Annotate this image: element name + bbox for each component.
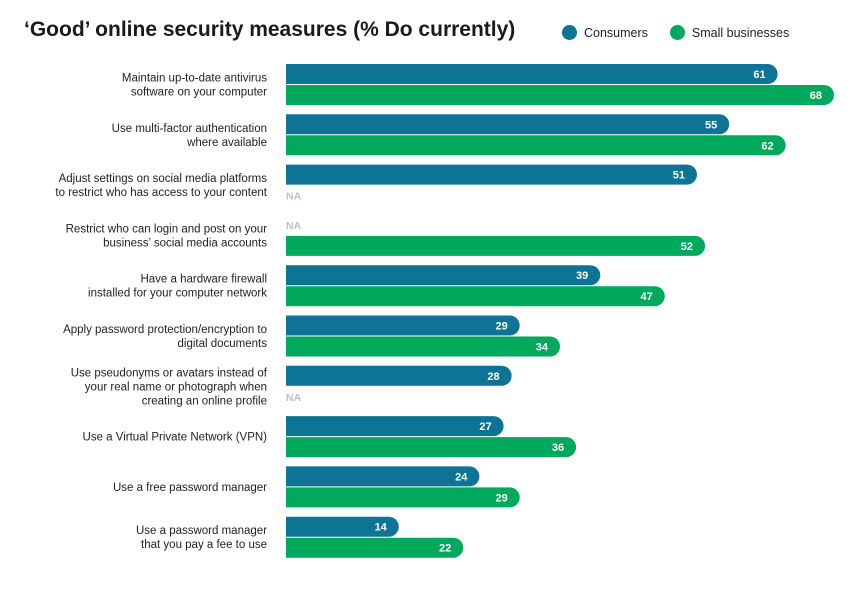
na-label-consumers: NA xyxy=(286,220,302,232)
bar-small-businesses xyxy=(286,135,786,156)
bar-value-small-businesses: 29 xyxy=(495,492,507,504)
category-label: Use pseudonyms or avatars instead of your… xyxy=(71,367,268,407)
legend-swatch-small-businesses xyxy=(669,25,685,40)
na-label-small-businesses: NA xyxy=(286,392,302,404)
bar-value-small-businesses: 22 xyxy=(439,543,451,555)
bar-consumers xyxy=(286,315,520,336)
bar-value-consumers: 61 xyxy=(753,69,765,81)
bar-value-consumers: 39 xyxy=(576,270,588,282)
legend: Consumers Small businesses xyxy=(562,25,811,40)
bar-value-small-businesses: 52 xyxy=(681,241,693,253)
legend-item-consumers: Consumers xyxy=(562,25,648,40)
bar-value-small-businesses: 47 xyxy=(641,291,653,303)
legend-item-small-businesses: Small businesses xyxy=(669,25,790,40)
bar-value-small-businesses: 68 xyxy=(810,90,822,102)
bar-small-businesses xyxy=(286,286,665,307)
bar-small-businesses xyxy=(286,85,834,105)
category-label: Use multi-factor authentication where ava… xyxy=(112,123,267,149)
bar-value-consumers: 14 xyxy=(375,522,388,534)
category-label: Use a Virtual Private Network (VPN) xyxy=(83,432,268,444)
bar-consumers xyxy=(286,365,512,386)
bar-value-small-businesses: 34 xyxy=(536,342,549,354)
bar-consumers xyxy=(286,466,480,487)
legend-swatch-consumers xyxy=(562,25,577,40)
bar-consumers xyxy=(286,265,601,286)
bar-consumers xyxy=(286,516,399,537)
category-label: Use a password manager that you pay a fee… xyxy=(136,525,267,551)
bar-value-consumers: 51 xyxy=(673,170,685,182)
bar-consumers xyxy=(286,114,730,135)
bar-value-consumers: 27 xyxy=(479,421,491,433)
category-label: Have a hardware firewall installed for yo… xyxy=(88,274,267,300)
bar-value-small-businesses: 36 xyxy=(552,442,564,454)
na-label-small-businesses: NA xyxy=(286,191,302,203)
category-label: Adjust settings on social media platform… xyxy=(55,173,267,199)
bar-value-consumers: 28 xyxy=(487,371,499,383)
bar-small-businesses xyxy=(286,487,520,508)
bar-consumers xyxy=(286,416,504,437)
bar-small-businesses xyxy=(286,336,560,357)
bar-small-businesses xyxy=(286,537,464,558)
bar-consumers xyxy=(286,64,778,84)
category-label: Maintain up-to-date antivirus software on… xyxy=(122,73,267,99)
category-label: Restrict who can login and post on your b… xyxy=(66,223,268,249)
bar-value-consumers: 29 xyxy=(495,321,507,333)
bar-value-small-businesses: 62 xyxy=(761,140,773,152)
legend-label-small-businesses: Small businesses xyxy=(691,25,790,40)
category-label: Use a free password manager xyxy=(113,482,267,494)
bar-value-consumers: 24 xyxy=(455,471,468,483)
chart-title: ‘Good’ online security measures (% Do cu… xyxy=(24,18,516,41)
bar-small-businesses xyxy=(286,235,706,256)
bar-small-businesses xyxy=(286,437,577,458)
bar-value-consumers: 55 xyxy=(705,119,717,131)
bar-consumers xyxy=(286,164,698,185)
category-label: Apply password protection/encryption to d… xyxy=(63,324,267,350)
legend-label-consumers: Consumers xyxy=(584,25,648,40)
